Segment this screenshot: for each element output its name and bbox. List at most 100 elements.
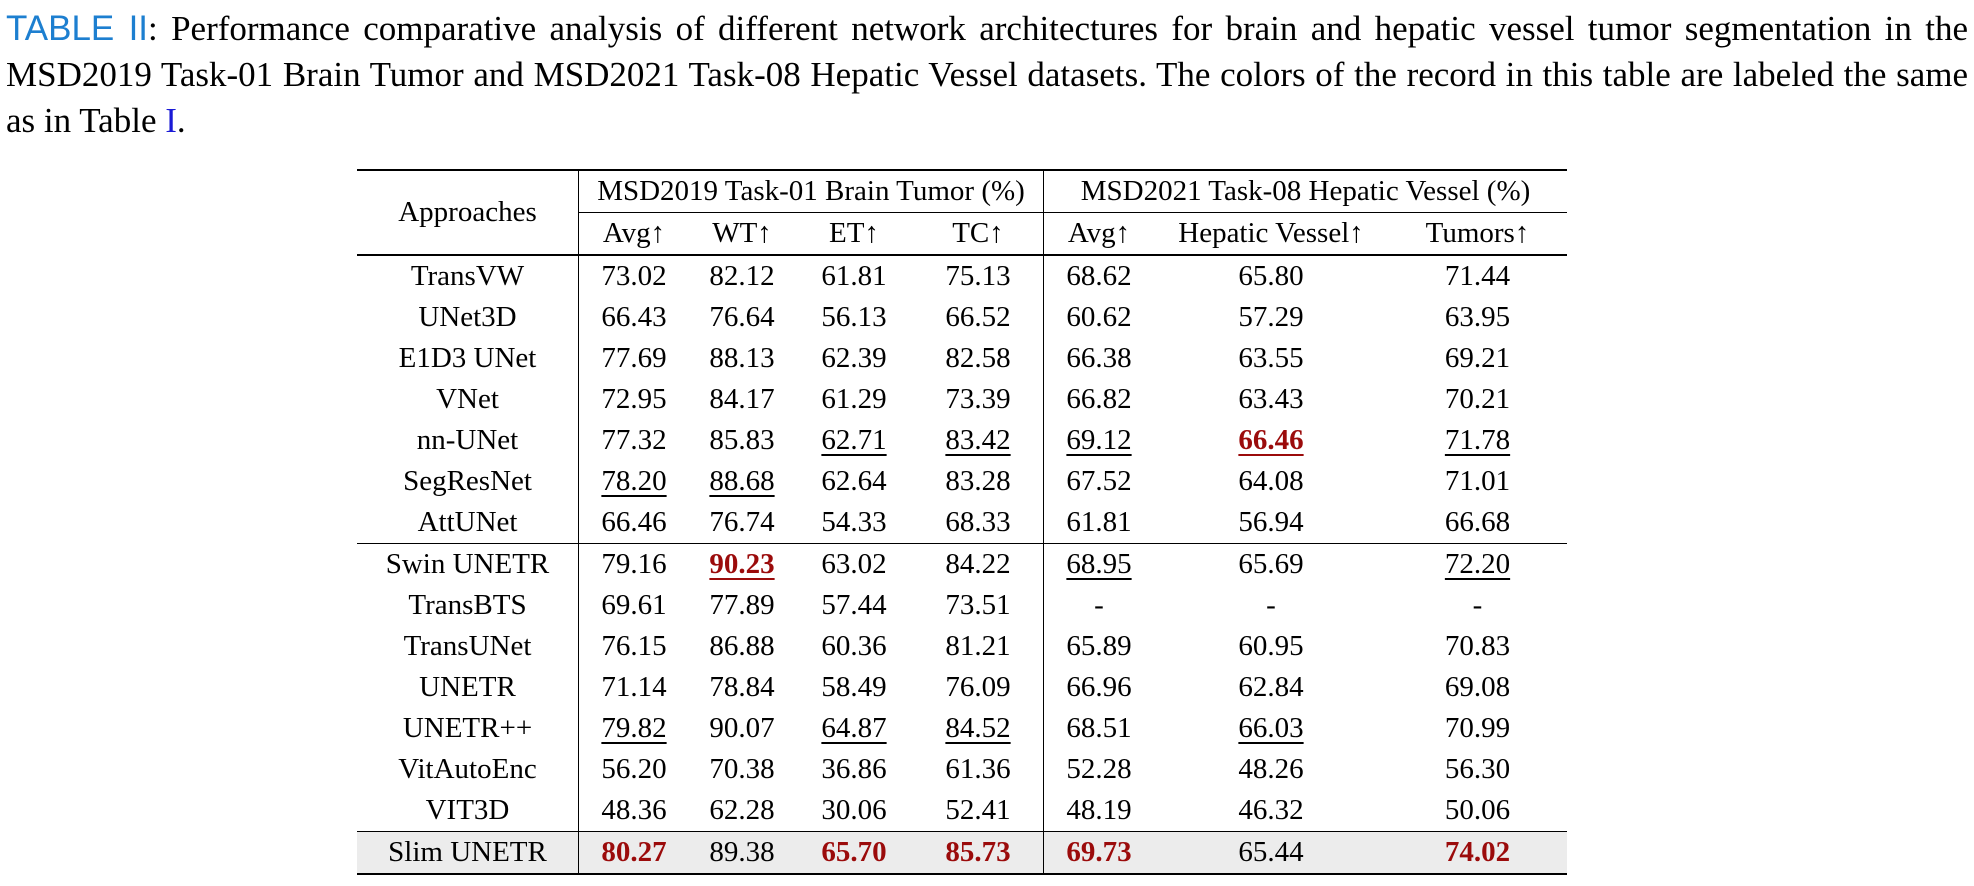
value-cell: 65.89 xyxy=(1066,630,1132,662)
col-header-hepatic-vessel: Hepatic Vessel↑ xyxy=(1154,212,1388,256)
value-cell: 77.69 xyxy=(601,342,667,374)
value-cell: 63.02 xyxy=(821,548,887,580)
table-row: UNETR++ 79.82 90.07 64.87 84.52 68.51 66… xyxy=(357,708,1567,749)
value-cell: 56.30 xyxy=(1444,753,1511,785)
value-cell: 48.36 xyxy=(578,790,689,832)
value-cell: 61.81 xyxy=(1043,502,1154,544)
table-row: UNETR 71.14 78.84 58.49 76.09 66.96 62.8… xyxy=(357,667,1567,708)
value-cell: 61.29 xyxy=(821,383,887,415)
value-cell: 66.82 xyxy=(1066,383,1132,415)
value-cell: 52.28 xyxy=(1066,753,1132,785)
value-cell: 62.84 xyxy=(1238,671,1304,703)
value-cell: 70.21 xyxy=(1444,383,1511,415)
value-cell: 79.16 xyxy=(601,548,667,580)
value-cell: 82.12 xyxy=(709,260,775,292)
value-cell: 86.88 xyxy=(709,630,775,662)
table-row: TransBTS 69.61 77.89 57.44 73.51 - - - xyxy=(357,585,1567,626)
caption-table-link[interactable]: I xyxy=(165,101,177,140)
value-cell: 89.38 xyxy=(689,831,795,875)
value-cell: 76.15 xyxy=(601,630,667,662)
value-cell: 69.61 xyxy=(601,589,667,621)
second-best-value: 62.71 xyxy=(821,424,887,456)
approach-name: E1D3 UNet xyxy=(357,338,579,379)
value-cell: 68.33 xyxy=(913,502,1044,544)
highlighted-row-slim-unetr: Slim UNETR 80.27 89.38 65.70 85.73 69.73… xyxy=(357,831,1567,875)
table-row: Swin UNETR 79.16 90.23 63.02 84.22 68.95… xyxy=(357,543,1567,586)
second-best-value: 83.42 xyxy=(945,424,1011,456)
value-cell-second-best: 72.20 xyxy=(1388,544,1567,586)
value-cell-second-best: 84.52 xyxy=(913,708,1044,749)
best-value: 90.23 xyxy=(709,548,775,580)
value-cell: 61.81 xyxy=(821,260,887,292)
value-cell-best: 65.70 xyxy=(795,831,913,875)
value-cell-second-best: 62.71 xyxy=(795,420,913,461)
value-cell: 88.13 xyxy=(709,342,775,374)
col-header-brain-avg: Avg↑ xyxy=(578,212,689,256)
value-cell: 81.21 xyxy=(913,626,1044,667)
best-value: 85.73 xyxy=(945,836,1011,868)
value-cell: 70.99 xyxy=(1444,712,1511,744)
value-cell: 60.62 xyxy=(1066,301,1132,333)
value-cell: 58.49 xyxy=(821,671,887,703)
best-value: 80.27 xyxy=(601,836,667,868)
value-cell: 82.58 xyxy=(913,338,1044,379)
value-cell: 70.38 xyxy=(709,753,775,785)
table-row: VitAutoEnc 56.20 70.38 36.86 61.36 52.28… xyxy=(357,749,1567,790)
value-cell: 84.17 xyxy=(709,383,775,415)
value-cell: 65.69 xyxy=(1238,548,1304,580)
approach-name: VNet xyxy=(357,379,579,420)
value-cell: 83.28 xyxy=(913,461,1044,502)
value-cell: 71.14 xyxy=(601,671,667,703)
second-best-value: 66.03 xyxy=(1238,712,1304,744)
table-row: TransVW 73.02 82.12 61.81 75.13 68.62 65… xyxy=(357,255,1567,297)
caption-end: . xyxy=(176,101,186,140)
value-cell: 63.95 xyxy=(1444,301,1511,333)
value-cell: 67.52 xyxy=(1066,465,1132,497)
approach-name: AttUNet xyxy=(357,502,579,544)
value-cell: 62.39 xyxy=(821,342,887,374)
value-cell: 70.83 xyxy=(1444,630,1511,662)
value-cell: 54.33 xyxy=(795,502,913,544)
value-cell: 76.09 xyxy=(913,667,1044,708)
value-cell: 57.29 xyxy=(1238,301,1304,333)
caption-label[interactable]: TABLE II xyxy=(6,9,149,48)
value-cell: 66.52 xyxy=(913,297,1044,338)
second-best-value: 84.52 xyxy=(945,712,1011,744)
value-cell-second-best: 71.78 xyxy=(1388,420,1567,461)
approach-name: UNETR++ xyxy=(357,708,579,749)
approach-name: SegResNet xyxy=(357,461,579,502)
approach-name: UNETR xyxy=(357,667,579,708)
value-cell: 68.51 xyxy=(1066,712,1132,744)
results-table-wrapper: Approaches MSD2019 Task-01 Brain Tumor (… xyxy=(357,169,1567,875)
second-best-value: 71.78 xyxy=(1444,424,1511,456)
value-cell: 50.06 xyxy=(1388,790,1567,832)
value-cell: 66.46 xyxy=(578,502,689,544)
value-cell: 64.08 xyxy=(1238,465,1304,497)
value-cell: 56.13 xyxy=(821,301,887,333)
col-header-et: ET↑ xyxy=(795,212,913,256)
value-cell: 66.96 xyxy=(1066,671,1132,703)
value-cell: - xyxy=(1094,589,1104,621)
table-row: nn-UNet 77.32 85.83 62.71 83.42 69.12 66… xyxy=(357,420,1567,461)
value-cell: 62.28 xyxy=(689,790,795,832)
approach-name: VIT3D xyxy=(357,790,579,832)
best-value: 66.46 xyxy=(1238,424,1304,456)
second-best-value: 68.95 xyxy=(1066,548,1132,580)
value-cell: 77.89 xyxy=(709,589,775,621)
table-row: TransUNet 76.15 86.88 60.36 81.21 65.89 … xyxy=(357,626,1567,667)
value-cell: 78.84 xyxy=(709,671,775,703)
second-best-value: 69.12 xyxy=(1066,424,1132,456)
value-cell: 66.68 xyxy=(1388,502,1567,544)
value-cell: 68.62 xyxy=(1066,260,1132,292)
value-cell-best: 74.02 xyxy=(1388,831,1567,875)
value-cell-second-best: 78.20 xyxy=(579,461,690,502)
table-row: AttUNet 66.46 76.74 54.33 68.33 61.81 56… xyxy=(357,502,1567,544)
approach-name: UNet3D xyxy=(357,297,579,338)
caption-text: : Performance comparative analysis of di… xyxy=(6,9,1968,140)
value-cell: 77.32 xyxy=(601,424,667,456)
value-cell: 46.32 xyxy=(1154,790,1388,832)
value-cell: 72.95 xyxy=(601,383,667,415)
value-cell-best: 69.73 xyxy=(1043,831,1154,875)
table-row: UNet3D 66.43 76.64 56.13 66.52 60.62 57.… xyxy=(357,297,1567,338)
value-cell: 73.39 xyxy=(913,379,1044,420)
